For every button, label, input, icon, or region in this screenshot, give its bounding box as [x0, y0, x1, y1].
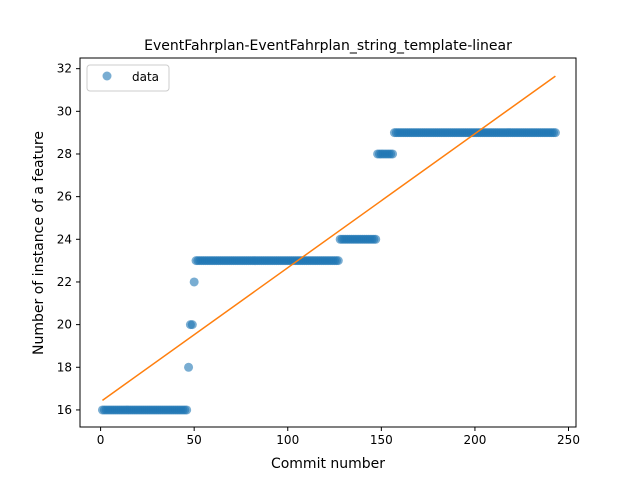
y-tick-label: 24 [57, 232, 72, 246]
y-tick-label: 30 [57, 104, 72, 118]
data-point [550, 128, 560, 138]
data-point [333, 256, 343, 266]
x-tick-label: 0 [97, 433, 105, 447]
x-tick-label: 50 [187, 433, 202, 447]
legend: data [86, 64, 170, 92]
fit-line [102, 75, 556, 401]
x-tick-label: 200 [463, 433, 486, 447]
chart-title: EventFahrplan-EventFahrplan_string_templ… [144, 38, 512, 54]
x-tick-label: 250 [557, 433, 580, 447]
y-axis: 16 18 20 22 24 26 28 30 32 [57, 62, 80, 417]
x-axis: 0 50 100 150 200 250 [97, 427, 580, 447]
y-tick-label: 20 [57, 318, 72, 332]
data-points-layer [97, 128, 560, 415]
data-point [371, 234, 381, 244]
data-point [182, 405, 192, 415]
y-tick-label: 16 [57, 403, 72, 417]
fit-line-layer [102, 75, 556, 401]
legend-box [86, 64, 170, 92]
legend-label: data [132, 70, 159, 84]
data-point [184, 362, 194, 372]
x-tick-label: 150 [370, 433, 393, 447]
plot-area [80, 58, 576, 427]
x-axis-label: Commit number [271, 456, 385, 472]
y-tick-label: 26 [57, 190, 72, 204]
y-tick-label: 28 [57, 147, 72, 161]
legend-marker [102, 71, 112, 81]
data-point [388, 149, 398, 159]
y-tick-label: 22 [57, 275, 72, 289]
plot-frame [79, 57, 577, 428]
x-tick-label: 100 [276, 433, 299, 447]
y-tick-label: 18 [57, 360, 72, 374]
data-point [187, 320, 197, 330]
y-axis-label: Number of instance of a feature [31, 131, 47, 355]
data-point [189, 277, 199, 287]
y-tick-label: 32 [57, 62, 72, 76]
